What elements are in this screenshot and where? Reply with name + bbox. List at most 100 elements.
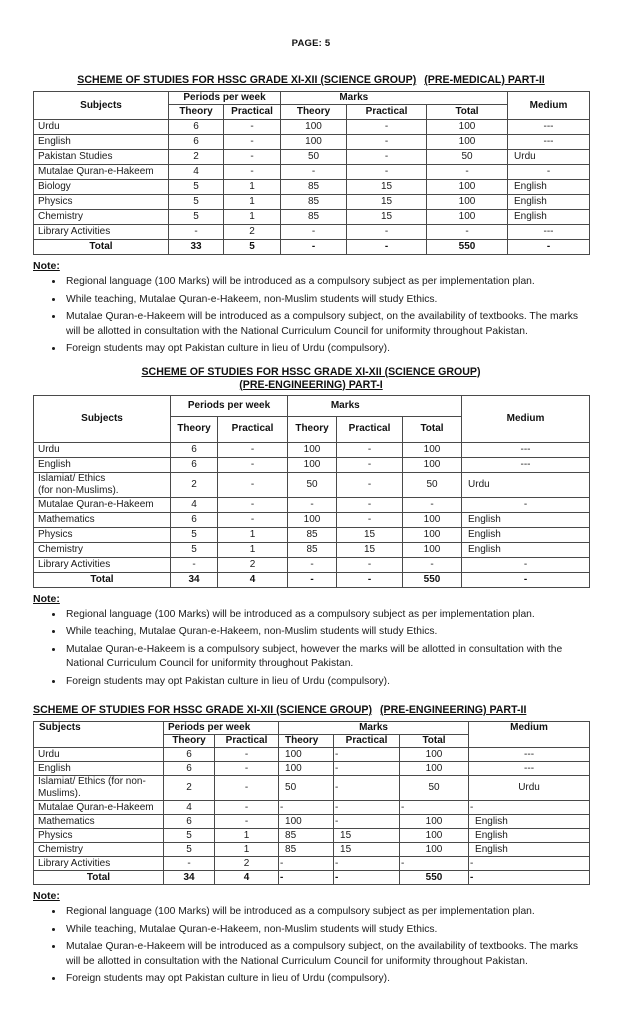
- table-row: Islamiat/ Ethics (for non-Muslims). 2-50-…: [33, 471, 591, 498]
- total-value-cell: 34: [163, 870, 215, 885]
- col-header-theory-marks: Theory: [280, 104, 348, 120]
- subject-cell: English: [33, 456, 171, 473]
- col-header-spacer: [402, 394, 463, 417]
- value-cell: English: [461, 511, 591, 528]
- table-row: Mathematics 6-100-100 English: [33, 814, 591, 829]
- col-header-practical-periods: Practical: [222, 104, 282, 120]
- value-cell: English: [468, 828, 591, 843]
- col-header-subjects: Subjects: [33, 91, 169, 120]
- value-cell: 1: [213, 842, 280, 857]
- value-cell: 15: [346, 209, 428, 225]
- value-cell: 50: [280, 149, 348, 165]
- col-header-theory-periods: Theory: [168, 104, 224, 120]
- total-label-cell: Total: [33, 870, 164, 885]
- note-bullet: Mutalae Quran-e-Hakeem will be introduce…: [64, 940, 589, 969]
- total-value-cell: -: [280, 239, 348, 255]
- note-bullet: Foreign students may opt Pakistan cultur…: [64, 972, 589, 987]
- value-cell: English: [507, 179, 591, 195]
- table-row: Islamiat/ Ethics (for non- Muslims). 2-50…: [33, 775, 591, 801]
- table-row: Mathematics 6-100-100 English: [33, 511, 591, 528]
- value-cell: 2: [222, 224, 282, 240]
- value-cell: -: [168, 224, 224, 240]
- col-header-medium: Medium: [507, 91, 591, 120]
- value-cell: -: [426, 164, 509, 180]
- subject-cell: Mathematics: [33, 814, 164, 829]
- subject-cell: Urdu: [33, 747, 164, 762]
- table-row: Physics 5 1 85 15 100 English: [33, 194, 591, 210]
- section-title-main: SCHEME OF STUDIES FOR HSSC GRADE XI-XII …: [77, 74, 417, 86]
- table-row: Urdu 6-100-100 ---: [33, 441, 591, 458]
- subject-cell: Islamiat/ Ethics (for non-Muslims).: [33, 471, 171, 498]
- value-cell: 100: [278, 747, 335, 762]
- value-cell: -: [213, 761, 280, 776]
- value-cell: -: [278, 800, 335, 815]
- col-header-total: Total: [399, 734, 470, 748]
- value-cell: 15: [333, 828, 401, 843]
- value-cell: -: [399, 856, 470, 871]
- value-cell: -: [280, 224, 348, 240]
- value-cell: English: [468, 814, 591, 829]
- table-row: Library Activities -2- - - -: [33, 556, 591, 573]
- subject-cell: Physics: [33, 526, 171, 543]
- section-title-main: SCHEME OF STUDIES FOR HSSC GRADE XI-XII …: [141, 365, 481, 378]
- col-header-marks: Marks: [287, 394, 403, 417]
- total-row: Total 33 5- -550-: [33, 239, 591, 255]
- section-pre-medical-part2: SCHEME OF STUDIES FOR HSSC GRADE XI-XII …: [33, 74, 591, 357]
- total-value-cell: -: [346, 239, 428, 255]
- col-header-theory-marks: Theory: [287, 415, 338, 443]
- value-cell: -: [336, 496, 404, 513]
- value-cell: 85: [278, 828, 335, 843]
- total-value-cell: -: [336, 571, 404, 588]
- value-cell: -: [216, 441, 289, 458]
- table-row: Chemistry 5 1 85 15 100 English: [33, 541, 591, 558]
- value-cell: ---: [507, 119, 591, 135]
- value-cell: -: [346, 164, 428, 180]
- col-header-theory-marks: Theory: [278, 734, 335, 748]
- section-title-part: (PRE-ENGINEERING) PART-I: [239, 378, 383, 391]
- value-cell: 4: [168, 164, 224, 180]
- subject-cell: Pakistan Studies: [33, 149, 169, 165]
- col-header-marks: Marks: [280, 91, 427, 105]
- col-header-medium: Medium: [461, 394, 591, 443]
- value-cell: -: [336, 511, 404, 528]
- table-row: Biology 5 1 85 15 100 English: [33, 179, 591, 195]
- value-cell: -: [278, 856, 335, 871]
- value-cell: -: [346, 224, 428, 240]
- value-cell: 6: [168, 119, 224, 135]
- value-cell: 85: [280, 209, 348, 225]
- value-cell: -: [163, 856, 215, 871]
- value-cell: 85: [287, 526, 338, 543]
- value-cell: 85: [287, 541, 338, 558]
- value-cell: -: [336, 556, 404, 573]
- value-cell: English: [461, 541, 591, 558]
- table-row: Urdu 6-100-100 ---: [33, 119, 591, 135]
- subject-cell: Library Activities: [33, 856, 164, 871]
- subject-cell: Mathematics: [33, 511, 171, 528]
- note-bullet: Regional language (100 Marks) will be in…: [64, 608, 589, 623]
- col-header-marks: Marks: [278, 721, 470, 735]
- col-header-periods: Periods per week: [162, 721, 280, 735]
- value-cell: 100: [280, 119, 348, 135]
- value-cell: -: [333, 747, 401, 762]
- value-cell: -: [222, 119, 282, 135]
- note-bullet: Mutalae Quran-e-Hakeem will be introduce…: [64, 310, 589, 339]
- value-cell: -: [426, 224, 509, 240]
- value-cell: ---: [468, 747, 591, 762]
- table-row: Mutalae Quran-e-Hakeem 4- - - - -: [33, 800, 591, 815]
- value-cell: -: [346, 149, 428, 165]
- value-cell: 2: [163, 775, 215, 801]
- note-heading: Note:: [33, 890, 60, 902]
- note-bullet: While teaching, Mutalae Quran-e-Hakeem, …: [64, 625, 589, 640]
- col-header-medium: Medium: [468, 721, 591, 748]
- value-cell: 50: [278, 775, 335, 801]
- table-row: Library Activities -2- - - ---: [33, 224, 591, 240]
- total-value-cell: 4: [216, 571, 289, 588]
- value-cell: -: [333, 856, 401, 871]
- value-cell: -: [399, 800, 470, 815]
- col-header-practical-periods: Practical: [213, 734, 280, 748]
- total-value-cell: 5: [222, 239, 282, 255]
- scheme-table-pre-medical-part2: Subjects Periods per week Marks Medium T…: [33, 91, 591, 255]
- value-cell: 50: [287, 471, 338, 498]
- value-cell: -: [216, 456, 289, 473]
- subject-cell: Physics: [33, 828, 164, 843]
